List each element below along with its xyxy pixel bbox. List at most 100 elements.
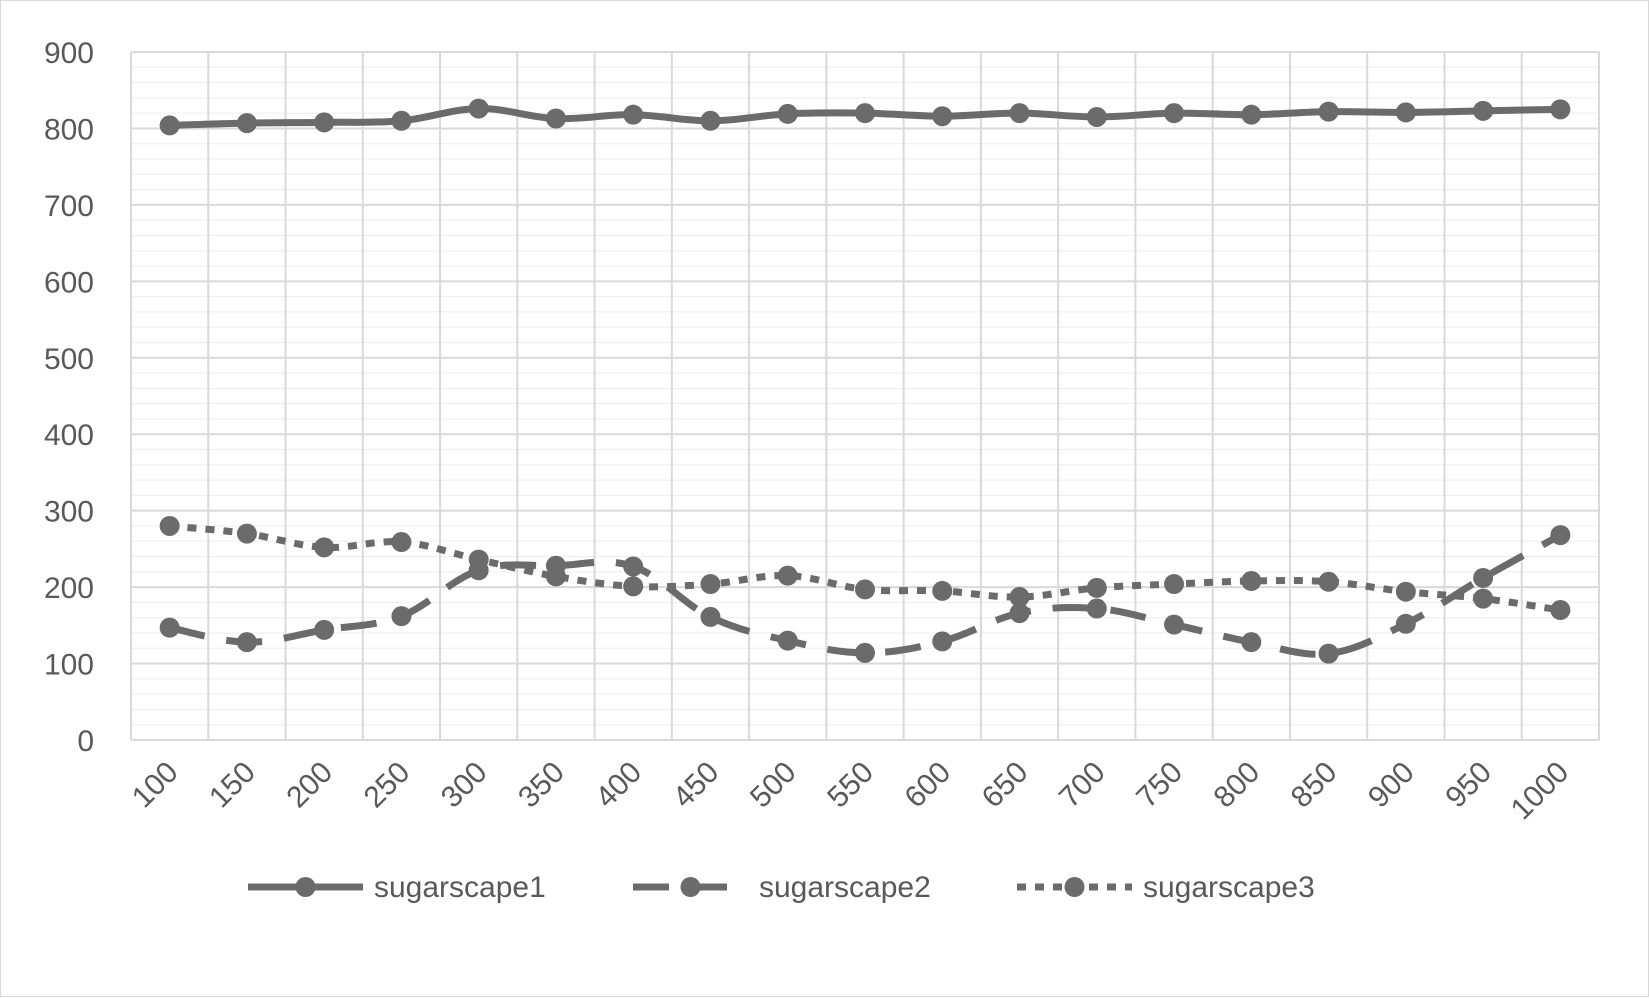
- data-point: [314, 112, 335, 133]
- x-tick-label: 850: [1285, 756, 1344, 815]
- x-tick-label: 450: [667, 756, 726, 815]
- data-point: [1164, 103, 1185, 124]
- data-point: [1241, 104, 1262, 125]
- data-point: [700, 606, 721, 627]
- y-tick-label: 900: [44, 37, 94, 70]
- y-tick-label: 200: [44, 572, 94, 605]
- data-point: [777, 103, 798, 124]
- data-point: [1318, 101, 1339, 122]
- x-tick-label: 200: [280, 756, 339, 815]
- data-point: [1550, 525, 1571, 546]
- data-point: [545, 108, 566, 129]
- x-tick-label: 900: [1362, 756, 1421, 815]
- minor-gridlines: [131, 66, 1599, 726]
- data-point: [1164, 614, 1185, 635]
- legend-marker: [1064, 877, 1085, 897]
- data-point: [777, 565, 798, 586]
- data-point: [468, 98, 489, 119]
- data-point: [391, 110, 412, 131]
- data-point: [1318, 643, 1339, 664]
- x-tick-label: 100: [126, 756, 185, 815]
- data-point: [314, 619, 335, 640]
- data-point: [1550, 600, 1571, 621]
- legend-item-sugarscape3: sugarscape3: [1017, 871, 1315, 904]
- data-point: [236, 632, 257, 653]
- data-point: [932, 106, 953, 127]
- series-layer: [159, 98, 1571, 664]
- y-tick-label: 600: [44, 266, 94, 299]
- data-point: [1473, 567, 1494, 588]
- series-sugarscape1: [159, 98, 1571, 136]
- data-point: [1009, 103, 1030, 124]
- data-point: [1086, 577, 1107, 598]
- x-tick-label: 800: [1208, 756, 1267, 815]
- data-point: [1550, 99, 1571, 120]
- data-point: [1164, 574, 1185, 595]
- data-point: [1086, 106, 1107, 127]
- x-tick-label: 500: [744, 756, 803, 815]
- data-point: [159, 617, 180, 638]
- legend-marker: [295, 877, 316, 897]
- data-point: [623, 556, 644, 577]
- data-point: [932, 580, 953, 601]
- data-point: [391, 606, 412, 627]
- data-point: [159, 515, 180, 536]
- data-point: [236, 113, 257, 134]
- major-gridlines: [130, 51, 1600, 741]
- legend-label: sugarscape2: [759, 871, 931, 904]
- data-point: [1395, 613, 1416, 634]
- data-point: [1009, 603, 1030, 624]
- data-point: [391, 532, 412, 553]
- data-point: [1473, 588, 1494, 609]
- x-tick-label: 350: [512, 756, 571, 815]
- y-tick-label: 300: [44, 496, 94, 529]
- data-point: [855, 642, 875, 663]
- legend-marker: [680, 877, 701, 897]
- data-point: [777, 630, 798, 651]
- legend-label: sugarscape1: [374, 871, 546, 904]
- data-point: [700, 574, 721, 595]
- x-tick-label: 750: [1130, 756, 1189, 815]
- legend-label: sugarscape3: [1143, 871, 1315, 904]
- data-point: [855, 103, 875, 124]
- x-tick-label: 250: [358, 756, 417, 815]
- legend-item-sugarscape2: sugarscape2: [633, 871, 931, 904]
- y-tick-label: 0: [77, 725, 94, 758]
- x-tick-label: 950: [1439, 756, 1498, 815]
- data-point: [314, 537, 335, 558]
- x-tick-label: 300: [435, 756, 494, 815]
- series-sugarscape3: [159, 515, 1571, 621]
- x-tick-label: 700: [1053, 756, 1112, 815]
- legend: sugarscape1 sugarscape2 sugarscape3: [248, 871, 1315, 904]
- data-point: [1241, 632, 1262, 653]
- data-point: [623, 104, 644, 125]
- data-point: [623, 576, 644, 597]
- data-point: [545, 566, 566, 587]
- data-point: [1395, 581, 1416, 602]
- data-point: [700, 110, 721, 131]
- y-tick-label: 500: [44, 343, 94, 376]
- x-tick-label: 150: [203, 756, 262, 815]
- y-tick-label: 700: [44, 190, 94, 223]
- data-point: [932, 631, 953, 652]
- data-point: [1009, 587, 1030, 608]
- x-tick-label: 600: [898, 756, 957, 815]
- x-tick-label: 650: [976, 756, 1035, 815]
- data-point: [468, 549, 489, 570]
- y-tick-label: 100: [44, 649, 94, 682]
- data-point: [1395, 102, 1416, 123]
- y-axis-tick-labels: 0 100 200 300 400 500 600 700 800 900: [44, 37, 94, 758]
- data-point: [159, 115, 180, 136]
- legend-item-sugarscape1: sugarscape1: [248, 871, 546, 904]
- y-tick-label: 800: [44, 113, 94, 146]
- data-point: [1318, 571, 1339, 592]
- x-tick-label: 1000: [1505, 756, 1576, 827]
- x-tick-label: 400: [589, 756, 648, 815]
- data-point: [855, 579, 875, 600]
- x-axis-tick-labels: 100 150 200 250 300 350 400 450 500 550 600 650 700 7…: [126, 756, 1575, 827]
- data-point: [1086, 598, 1107, 619]
- data-point: [1473, 100, 1494, 121]
- data-point: [236, 523, 257, 544]
